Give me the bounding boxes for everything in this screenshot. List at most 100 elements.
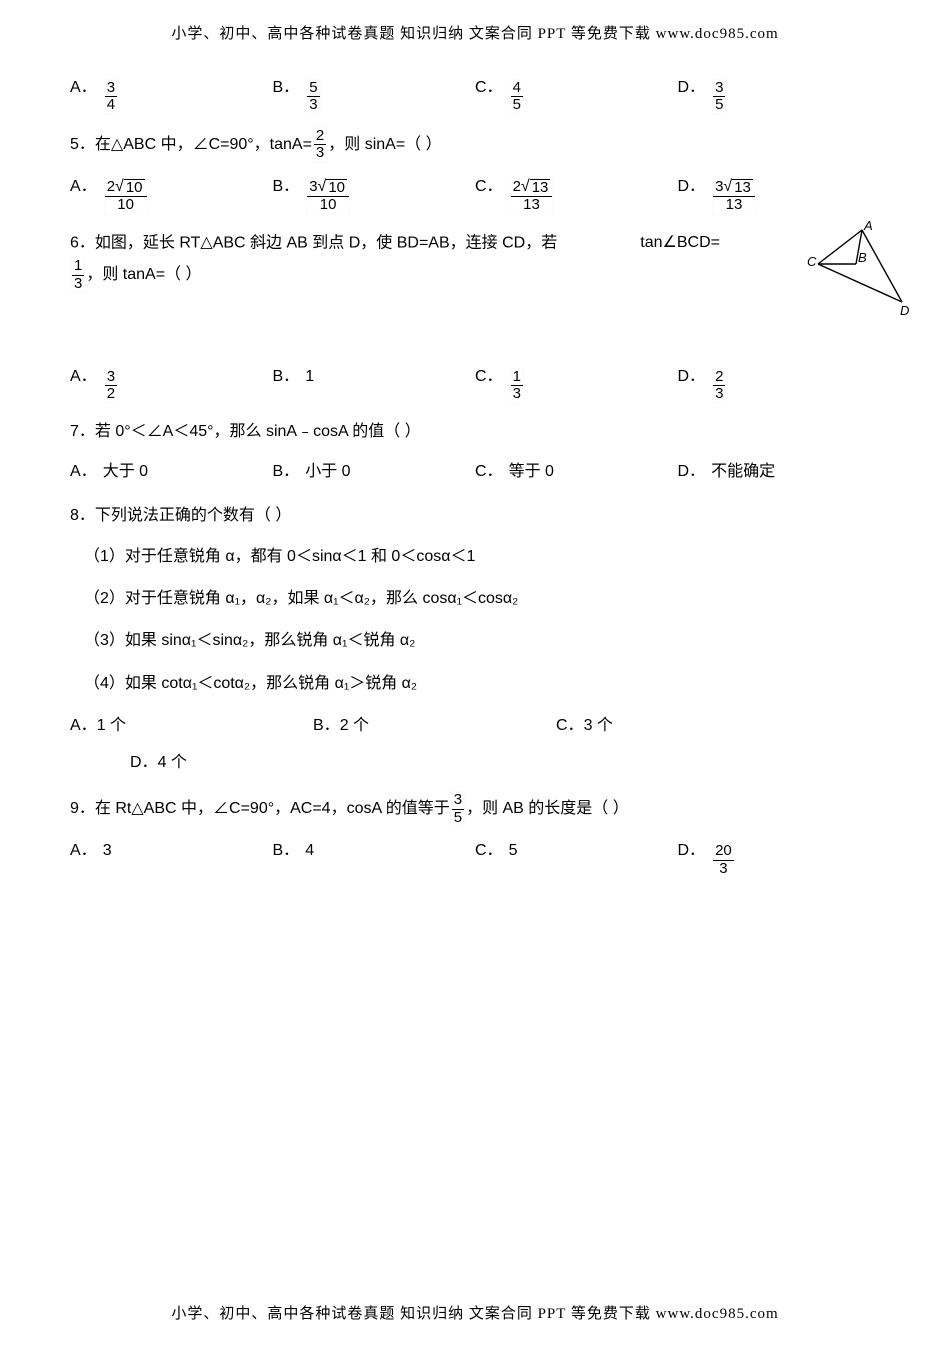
q8-opt-a: A．1 个 [70,711,313,741]
q9-opt-a: A．3 [70,836,273,877]
option-label: A． [70,836,97,866]
text: 3 个 [584,717,613,734]
q9-opt-b: B．4 [273,836,476,877]
text: 2 个 [340,717,369,734]
option-label: C． [475,73,503,103]
option-label: D． [678,172,706,202]
text: 1 [305,362,314,392]
text: 5．在 [70,136,111,153]
option-label: B． [273,836,300,866]
q9-opt-d: D． 203 [678,836,881,877]
option-label: B． [273,172,300,202]
option-label: D． [678,836,706,866]
q8-sub3: （3）如果 sinα₁＜sinα₂，那么锐角 α₁＜锐角 α₂ [70,626,880,656]
text: 9．在 Rt [70,800,131,817]
q5: 5．在△ABC 中，∠C=90°，tanA=23，则 sinA=（ ） A． 2… [70,128,880,214]
header: 小学、初中、高中各种试卷真题 知识归纳 文案合同 PPT 等免费下载 www.d… [70,20,880,49]
option-label: C． [556,717,584,734]
option-label: B． [273,73,300,103]
q5-opt-a: A． 2√10 10 [70,172,273,214]
q8-sub4: （4）如果 cotα₁＜cotα₂，那么锐角 α₁＞锐角 α₂ [70,669,880,699]
q8-opt-b: B．2 个 [313,711,556,741]
q8-sub1: （1）对于任意锐角 α，都有 0＜sinα＜1 和 0＜cosα＜1 [70,542,880,572]
option-label: A． [70,457,97,487]
option-label: D． [678,73,706,103]
triangle-icon: △ [200,234,212,251]
q6-opt-a: A． 32 [70,362,273,403]
triangle-icon: △ [111,135,123,152]
option-label: B． [273,457,300,487]
fraction: 23 [713,369,725,403]
q9-opt-c: C．5 [475,836,678,877]
text: ，则 sinA=（ ） [328,136,441,153]
text: 4 [305,836,314,866]
option-label: D． [678,457,706,487]
q4-opt-a: A． 34 [70,73,273,114]
q8: 8．下列说法正确的个数有（ ） （1）对于任意锐角 α，都有 0＜sinα＜1 … [70,501,880,778]
text: tan∠BCD= [640,228,720,258]
q7-stem: 7．若 0°＜∠A＜45°，那么 sinA﹣cosA 的值（ ） [70,417,880,447]
q9-stem: 9．在 Rt△ABC 中，∠C=90°，AC=4，cosA 的值等于35，则 A… [70,792,880,826]
text: 不能确定 [711,457,775,487]
text: ABC 斜边 AB 到点 D，使 BD=AB，连接 CD，若 [213,234,558,251]
q5-opt-d: D． 3√13 13 [678,172,881,214]
fraction-sqrt: 2√10 10 [105,179,147,214]
q6-figure: A B C D [800,220,920,320]
fraction: 53 [307,80,319,114]
fraction-sqrt: 2√13 13 [511,179,553,214]
text: 4 个 [158,754,187,771]
fig-label-b: B [858,250,867,265]
q6-opt-d: D． 23 [678,362,881,403]
fraction-sqrt: 3√10 10 [307,179,349,214]
q6-options: A． 32 B．1 C． 13 D． 23 [70,362,880,403]
q7-opt-c: C．等于 0 [475,457,678,487]
q8-stem: 8．下列说法正确的个数有（ ） [70,501,880,531]
text: 3 [103,836,112,866]
option-label: A． [70,73,97,103]
option-label: C． [475,457,503,487]
option-label: C． [475,362,503,392]
q6-opt-b: B．1 [273,362,476,403]
q6: 6．如图，延长 RT△ABC 斜边 AB 到点 D，使 BD=AB，连接 CD，… [70,228,880,348]
option-label: B． [273,362,300,392]
fig-label-a: A [863,220,873,233]
q7-opt-a: A．大于 0 [70,457,273,487]
text: 5 [509,836,518,866]
fig-label-d: D [900,303,909,318]
fraction: 203 [713,843,734,877]
q6-stem: 6．如图，延长 RT△ABC 斜边 AB 到点 D，使 BD=AB，连接 CD，… [70,228,720,293]
text: ，则 tanA=（ ） [86,267,201,284]
fraction: 35 [452,792,464,826]
fraction: 35 [713,80,725,114]
q9: 9．在 Rt△ABC 中，∠C=90°，AC=4，cosA 的值等于35，则 A… [70,792,880,877]
option-label: C． [475,172,503,202]
fraction: 13 [72,258,84,292]
fig-label-c: C [807,254,817,269]
option-label: B． [313,717,340,734]
q4-options: A． 34 B． 53 C． 45 D． 35 [70,73,880,114]
q4-opt-b: B． 53 [273,73,476,114]
option-label: A． [70,362,97,392]
text: 1 个 [97,717,126,734]
text: ，则 AB 的长度是（ ） [466,800,629,817]
option-label: C． [475,836,503,866]
fraction: 32 [105,369,117,403]
fraction-sqrt: 3√13 13 [713,179,755,214]
text: 大于 0 [103,457,148,487]
q5-opt-b: B． 3√10 10 [273,172,476,214]
triangle-icon: △ [131,800,143,817]
q5-stem: 5．在△ABC 中，∠C=90°，tanA=23，则 sinA=（ ） [70,128,880,162]
fraction: 23 [314,128,326,162]
fraction: 34 [105,80,117,114]
q7-opt-b: B．小于 0 [273,457,476,487]
fraction: 45 [511,80,523,114]
text: 小于 0 [305,457,350,487]
option-label: A． [70,717,97,734]
q7: 7．若 0°＜∠A＜45°，那么 sinA﹣cosA 的值（ ） A．大于 0 … [70,417,880,488]
text: 6．如图，延长 RT [70,234,200,251]
q4-opt-d: D． 35 [678,73,881,114]
text: ABC 中，∠C=90°，tanA= [123,136,312,153]
text: ABC 中，∠C=90°，AC=4，cosA 的值等于 [144,800,450,817]
q8-opt-d: D．4 个 [70,748,880,778]
text: 等于 0 [509,457,554,487]
